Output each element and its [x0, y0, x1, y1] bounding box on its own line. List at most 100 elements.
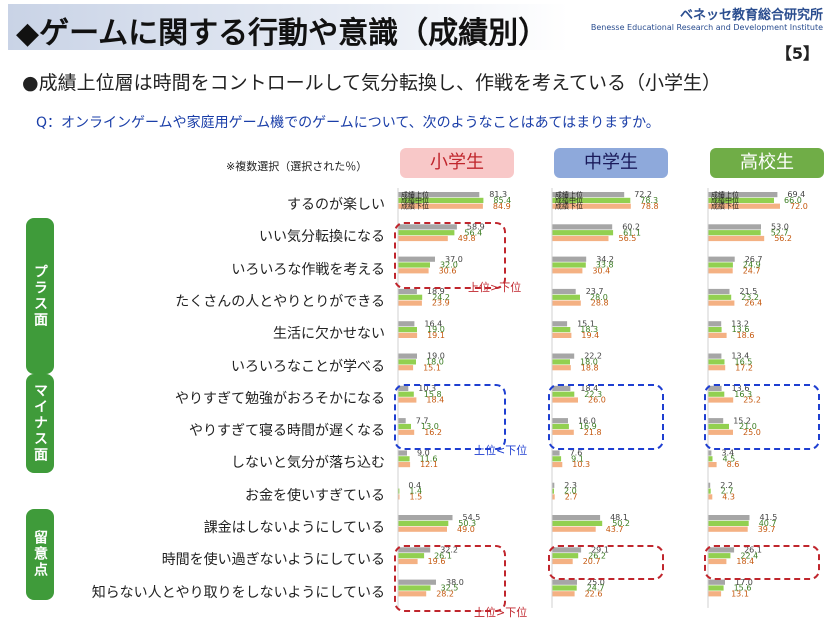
- bar: [398, 418, 406, 424]
- bar: [398, 450, 407, 456]
- data-label: 15.1: [423, 363, 441, 372]
- data-label: 48.1: [610, 513, 628, 522]
- page-number: 【5】: [775, 44, 819, 63]
- bar: [552, 547, 582, 553]
- data-label: 53.0: [771, 223, 789, 232]
- bar: [708, 365, 726, 371]
- bar: [398, 224, 457, 230]
- data-label: 13.1: [731, 589, 749, 598]
- bar: [398, 268, 429, 274]
- bar: [552, 268, 583, 274]
- series-label: 成績上位: [711, 190, 739, 199]
- data-label: 26.4: [744, 299, 762, 308]
- bar: [398, 235, 448, 242]
- data-label: 17.2: [735, 363, 753, 372]
- bar: [552, 520, 603, 526]
- bar: [398, 591, 427, 597]
- bar: [552, 515, 601, 521]
- bar: [552, 294, 580, 300]
- data-label: 30.6: [439, 266, 457, 275]
- highlight-box: [704, 383, 820, 451]
- bar: [708, 192, 778, 198]
- bar: [552, 262, 586, 268]
- data-label: 16.3: [734, 390, 752, 399]
- data-label: 49.0: [457, 525, 475, 534]
- bar: [708, 230, 761, 236]
- data-label: 20.7: [583, 557, 601, 566]
- bar: [398, 288, 417, 295]
- data-label: 39.7: [758, 525, 776, 534]
- data-label: 13.4: [731, 352, 749, 361]
- bar: [552, 192, 625, 198]
- bar: [552, 224, 613, 230]
- data-label: 13.6: [732, 325, 750, 334]
- data-label: 4.3: [722, 493, 735, 502]
- bar: [552, 256, 587, 262]
- bar: [708, 294, 732, 300]
- data-label: 7.6: [570, 449, 583, 458]
- data-label: 60.2: [622, 223, 640, 232]
- data-label: 25.2: [743, 396, 761, 405]
- data-label: 66.0: [784, 196, 802, 205]
- bar: [398, 294, 423, 300]
- data-label: 26.1: [434, 551, 452, 560]
- row-label: やりすぎて寝る時間が遅くなる: [189, 423, 385, 440]
- bar: [552, 203, 631, 209]
- data-label: 2.7: [565, 493, 578, 502]
- data-label: 11.6: [420, 454, 438, 463]
- data-label: 28.2: [436, 589, 454, 598]
- data-label: 13.0: [421, 422, 439, 431]
- data-label: 19.1: [427, 331, 445, 340]
- bar: [398, 192, 480, 198]
- row-label: 知らない人とやり取りをしないようにしている: [91, 584, 385, 601]
- data-label: 15.6: [734, 584, 752, 593]
- category-label: マイナス面: [26, 373, 54, 473]
- data-label: 16.4: [424, 319, 442, 328]
- bar: [398, 429, 415, 435]
- data-label: 12.1: [420, 460, 438, 469]
- highlight-box: [548, 383, 664, 451]
- data-label: 25.0: [743, 428, 761, 437]
- data-label: 24.9: [743, 261, 761, 270]
- data-label: 18.4: [426, 396, 444, 405]
- data-label: 18.0: [580, 358, 598, 367]
- data-label: 18.0: [426, 358, 444, 367]
- bar: [708, 332, 727, 338]
- title-band: [8, 4, 568, 50]
- data-label: 2.3: [564, 481, 577, 490]
- data-label: 16.0: [578, 416, 596, 425]
- data-label: 10.3: [572, 460, 590, 469]
- bar: [552, 418, 568, 424]
- data-label: 50.2: [612, 519, 630, 528]
- data-label: 52.7: [771, 228, 789, 237]
- data-label: 1.5: [410, 493, 423, 502]
- data-label: 13.2: [731, 319, 749, 328]
- bar: [398, 359, 416, 365]
- bar: [552, 423, 569, 430]
- data-label: 9.0: [417, 449, 430, 458]
- data-label: 33.8: [596, 261, 614, 270]
- selection-note: ※複数選択（選択された％）: [226, 160, 368, 173]
- bar: [552, 450, 560, 456]
- data-label: 17.0: [735, 578, 753, 587]
- row-label: 課金はしないようにしている: [203, 520, 385, 536]
- bar: [398, 423, 411, 430]
- data-label: 19.6: [428, 557, 446, 566]
- data-label: 18.8: [581, 363, 599, 372]
- data-label: 22.4: [740, 551, 758, 560]
- bar: [398, 488, 400, 494]
- bar: [398, 256, 435, 262]
- bar: [708, 515, 750, 521]
- panel-header: 高校生: [710, 148, 824, 178]
- data-label: 32.2: [440, 546, 458, 555]
- data-label: 9.1: [571, 454, 584, 463]
- data-label: 0.4: [408, 481, 421, 490]
- data-label: 58.9: [467, 223, 485, 232]
- organization: ベネッセ教育総合研究所 Benesse Educational Research…: [591, 4, 823, 32]
- bar: [708, 553, 731, 559]
- data-label: 24.7: [743, 266, 761, 275]
- data-label: 50.3: [458, 519, 476, 528]
- data-label: 23.9: [432, 299, 450, 308]
- bar: [708, 353, 722, 359]
